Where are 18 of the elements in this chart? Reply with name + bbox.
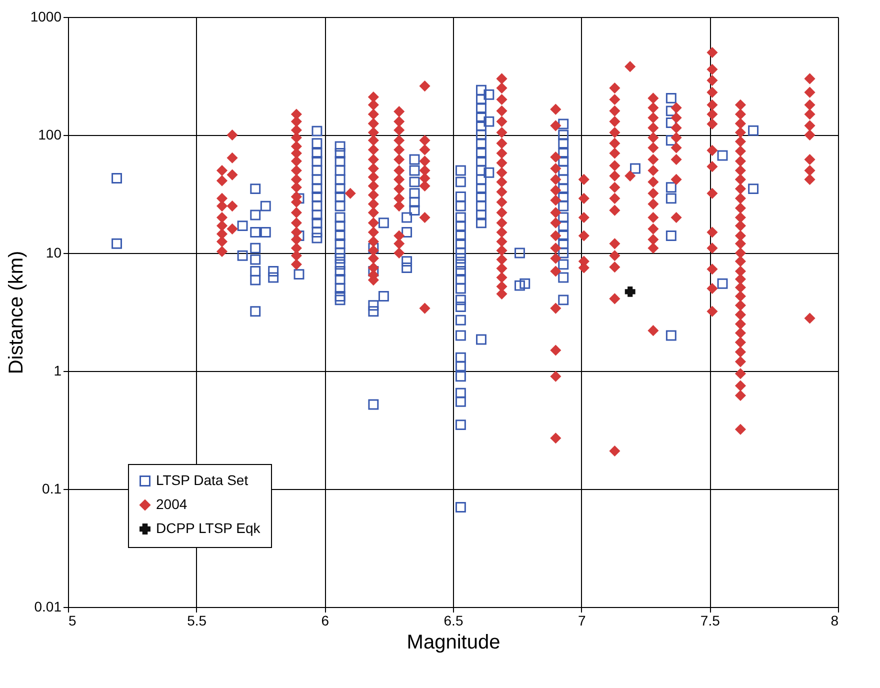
y-tick-label: 10 <box>46 244 62 260</box>
x-tick-label: 8 <box>830 612 839 628</box>
y-tick-label: 100 <box>38 126 62 142</box>
x-tick-label: 5 <box>68 612 76 628</box>
y-axis-title: Distance (km) <box>5 250 28 374</box>
x-axis-title: Magnitude <box>406 632 500 654</box>
x-tick-label: 7.5 <box>700 612 720 628</box>
legend-label: LTSP Data Set <box>156 472 248 488</box>
legend-label: 2004 <box>156 496 188 512</box>
y-tick-label: 1 <box>54 362 62 378</box>
y-tick-label: 0.01 <box>34 598 62 614</box>
x-tick-label: 7 <box>578 612 586 628</box>
legend-label: DCPP LTSP Eqk <box>156 520 262 536</box>
x-tick-label: 6 <box>321 612 330 628</box>
x-tick-label: 6.5 <box>444 612 464 628</box>
x-tick-label: 5.5 <box>187 612 207 628</box>
y-tick-label: 0.1 <box>42 480 62 496</box>
y-tick-label: 1000 <box>30 8 62 24</box>
